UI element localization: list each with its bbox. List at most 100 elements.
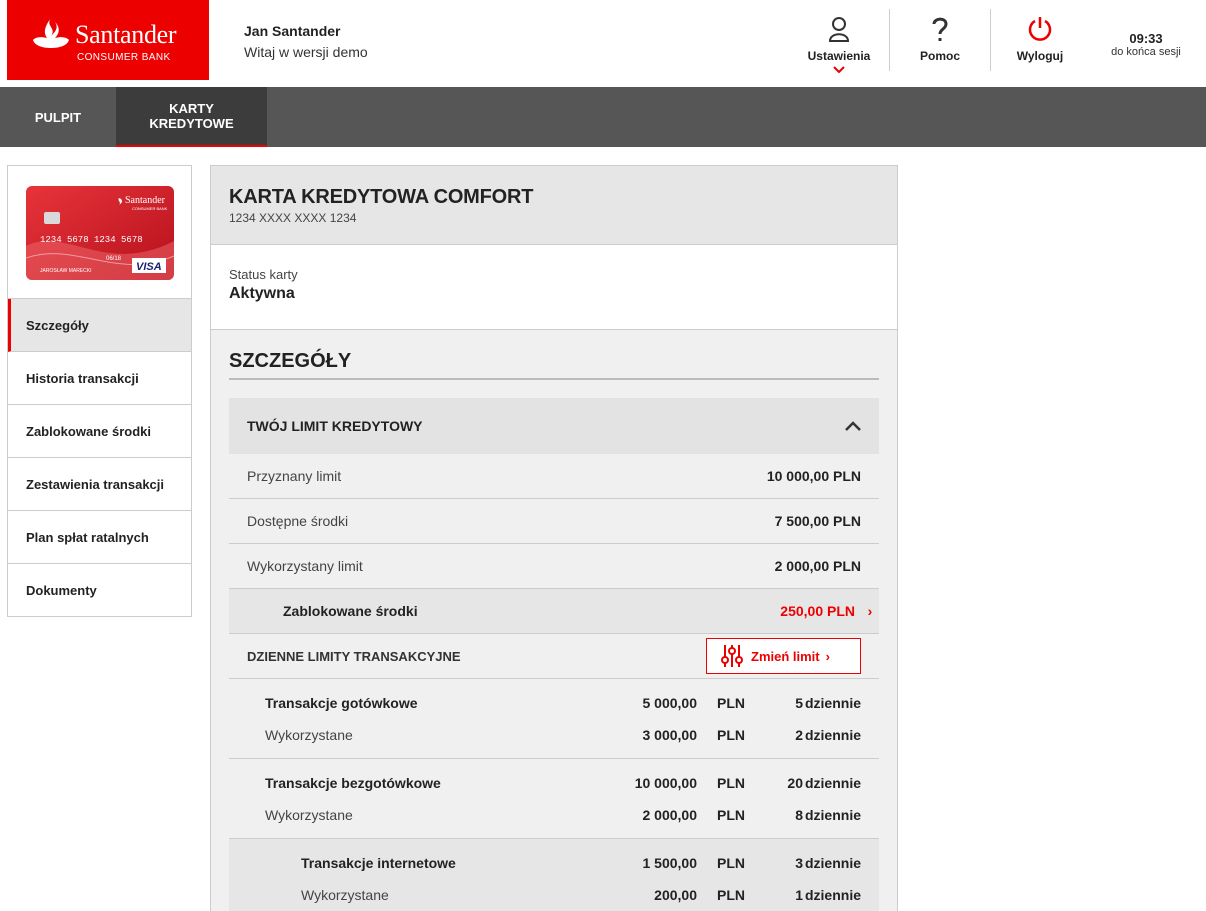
logout-label: Wyloguj	[1016, 49, 1064, 63]
sliders-icon	[721, 645, 743, 667]
brand-name: Santander	[75, 20, 177, 49]
power-icon	[1028, 17, 1052, 41]
svg-text:CONSUMER BANK: CONSUMER BANK	[132, 206, 168, 211]
svg-text:06/18: 06/18	[106, 256, 122, 262]
limit-line: Transakcje gotówkowe 5 000,00 PLN 5 dzie…	[229, 687, 879, 719]
session-text: do końca sesji	[1111, 46, 1181, 58]
sidebar-item-dokumenty[interactable]: Dokumenty	[26, 583, 97, 598]
daily-limits-row: DZIENNE LIMITY TRANSAKCYJNE Zmień limit …	[229, 634, 879, 679]
limit-count: 3	[795, 855, 803, 871]
settings-label: Ustawienia	[807, 49, 871, 63]
user-icon	[828, 17, 850, 42]
used-period: dziennie	[804, 887, 861, 903]
limit-currency: PLN	[717, 855, 745, 871]
transaction-limit-subgroup: Transakcje internetowe 1 500,00 PLN 3 dz…	[229, 839, 879, 911]
status-value: Aktywna	[229, 285, 295, 302]
daily-limits-title: DZIENNE LIMITY TRANSAKCYJNE	[247, 648, 461, 664]
sidebar-item-szczegoly[interactable]: Szczegóły	[8, 299, 191, 352]
used-label: Wykorzystane	[301, 887, 389, 903]
credit-limit-title: TWÓJ LIMIT KREDYTOWY	[247, 418, 423, 434]
limit-label: Wykorzystany limit	[247, 558, 363, 574]
limit-period: dziennie	[804, 695, 861, 711]
limit-value: 2 000,00 PLN	[774, 558, 861, 574]
sidebar-item-historia[interactable]: Historia transakcji	[8, 352, 191, 405]
sidebar-item-zestawienia[interactable]: Zestawienia transakcji	[8, 458, 191, 511]
used-currency: PLN	[717, 727, 745, 743]
card-number: 1234 XXXX XXXX 1234	[229, 211, 357, 225]
blocked-funds-value: 250,00 PLN	[780, 603, 855, 619]
question-icon	[932, 17, 948, 41]
sidebar: Santander CONSUMER BANK 1234 5678 1234 5…	[7, 165, 192, 617]
transaction-limit-group: Transakcje gotówkowe 5 000,00 PLN 5 dzie…	[229, 679, 879, 759]
tab-pulpit[interactable]: PULPIT	[34, 109, 82, 125]
help-button[interactable]: Pomoc	[905, 8, 975, 72]
limit-label: Dostępne środki	[247, 513, 349, 529]
limit-amount: 10 000,00	[634, 775, 697, 791]
limit-value: 7 500,00 PLN	[774, 513, 861, 529]
tab-karty-kredytowe[interactable]: KARTY KREDYTOWE	[116, 87, 267, 147]
flame-icon	[33, 18, 69, 48]
header-divider	[990, 9, 991, 71]
card-details-panel: KARTA KREDYTOWA COMFORT 1234 XXXX XXXX 1…	[210, 165, 898, 911]
limit-count: 5	[795, 695, 803, 711]
santander-logo[interactable]: Santander CONSUMER BANK	[7, 0, 209, 80]
used-period: dziennie	[804, 807, 861, 823]
card-header: KARTA KREDYTOWA COMFORT 1234 XXXX XXXX 1…	[211, 166, 897, 245]
page-title: KARTA KREDYTOWA COMFORT	[229, 186, 534, 208]
used-count: 1	[795, 887, 803, 903]
card-status: Status karty Aktywna	[211, 245, 897, 330]
change-limit-label: Zmień limit	[751, 648, 820, 664]
chevron-right-icon: ›	[825, 648, 830, 664]
limit-period: dziennie	[804, 855, 861, 871]
limit-row: Przyznany limit 10 000,00 PLN	[229, 454, 879, 499]
limit-row: Wykorzystany limit 2 000,00 PLN	[229, 544, 879, 589]
limit-value: 10 000,00 PLN	[766, 468, 861, 484]
used-line: Wykorzystane 2 000,00 PLN 8 dziennie	[229, 799, 879, 831]
blocked-funds-row[interactable]: Zablokowane środki 250,00 PLN ›	[229, 589, 879, 634]
sidebar-item-plan-splat[interactable]: Plan spłat ratalnych	[8, 511, 191, 564]
chevron-right-icon: ›	[867, 603, 873, 619]
used-count: 8	[795, 807, 803, 823]
logout-button[interactable]: Wyloguj	[1005, 8, 1075, 72]
used-count: 2	[795, 727, 803, 743]
blocked-funds-label: Zablokowane środki	[283, 603, 418, 619]
welcome-text: Witaj w wersji demo	[244, 44, 368, 60]
brand-sub: CONSUMER BANK	[77, 52, 171, 63]
limit-period: dziennie	[804, 775, 861, 791]
settings-button[interactable]: Ustawienia	[800, 8, 878, 73]
used-line: Wykorzystane 3 000,00 PLN 2 dziennie	[229, 719, 879, 751]
limit-row: Dostępne środki 7 500,00 PLN	[229, 499, 879, 544]
credit-card-image[interactable]: Santander CONSUMER BANK 1234 5678 1234 5…	[26, 186, 174, 280]
used-label: Wykorzystane	[265, 727, 353, 743]
status-label: Status karty	[229, 267, 298, 282]
chevron-up-icon[interactable]	[845, 421, 861, 431]
session-timer: 09:33 do końca sesji	[1096, 31, 1196, 58]
details-section: SZCZEGÓŁY TWÓJ LIMIT KREDYTOWY Przyznany…	[211, 330, 897, 911]
sidebar-item-zablokowane[interactable]: Zablokowane środki	[8, 405, 191, 458]
limit-label: Przyznany limit	[247, 468, 342, 484]
help-label: Pomoc	[919, 49, 960, 63]
limit-amount: 1 500,00	[642, 855, 698, 871]
used-line: Wykorzystane 200,00 PLN 1 dziennie	[229, 879, 879, 911]
limit-count: 20	[787, 775, 803, 791]
used-label: Wykorzystane	[265, 807, 353, 823]
section-title: SZCZEGÓŁY	[229, 330, 879, 380]
limit-amount: 5 000,00	[642, 695, 698, 711]
svg-text:VISA: VISA	[136, 261, 162, 273]
limit-currency: PLN	[717, 775, 745, 791]
credit-limit-accordion[interactable]: TWÓJ LIMIT KREDYTOWY	[229, 398, 879, 454]
limit-line: Transakcje bezgotówkowe 10 000,00 PLN 20…	[229, 767, 879, 799]
header-divider	[889, 9, 890, 71]
card-thumbnail-wrap: Santander CONSUMER BANK 1234 5678 1234 5…	[8, 166, 191, 299]
svg-text:Santander: Santander	[125, 195, 166, 206]
change-limit-button[interactable]: Zmień limit ›	[706, 638, 861, 674]
user-name: Jan Santander	[244, 23, 341, 39]
main-nav: PULPIT KARTY KREDYTOWE	[0, 87, 1206, 147]
chevron-down-icon	[833, 66, 845, 73]
limit-name: Transakcje bezgotówkowe	[265, 775, 441, 791]
limit-line: Transakcje internetowe 1 500,00 PLN 3 dz…	[229, 847, 879, 879]
used-amount: 3 000,00	[642, 727, 698, 743]
used-amount: 2 000,00	[642, 807, 698, 823]
used-currency: PLN	[717, 807, 745, 823]
svg-text:JAROSŁAW MARECKI: JAROSŁAW MARECKI	[40, 268, 92, 274]
